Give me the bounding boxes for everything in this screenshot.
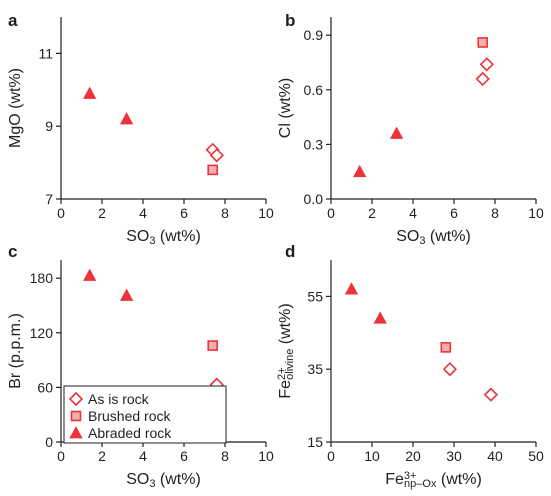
x-tick-label: 4: [409, 205, 417, 221]
x-tick-label: 30: [446, 448, 462, 464]
x-tick-label: 0: [57, 205, 65, 221]
x-tick-label: 10: [258, 448, 274, 464]
abraded-rock-point: [83, 86, 97, 99]
abraded-rock-point: [69, 426, 83, 439]
brushed-rock-point: [70, 410, 82, 422]
x-tick-label: 2: [368, 205, 376, 221]
y-tick-label: 55: [307, 288, 323, 304]
y-tick-label: 35: [307, 361, 323, 377]
abraded-rock-point: [353, 164, 367, 178]
x-tick-label: 6: [180, 448, 188, 464]
brushed-rock-point: [440, 342, 452, 353]
y-tick-label: 0.6: [304, 82, 324, 98]
x-axis-label: SO3 (wt%): [126, 471, 201, 490]
panel-letter: d: [285, 242, 295, 261]
y-tick-label: 15: [307, 434, 323, 450]
abraded-rock-point: [344, 282, 359, 295]
abraded-rock-point: [373, 311, 387, 324]
y-tick-label: 0: [45, 434, 53, 450]
chart-panel-d: d 0 10 20 30 40 50 15 35 55 Fe3+ np–Ox (wt%) Fe2+oli…: [276, 242, 544, 490]
abraded-rock-point: [389, 126, 404, 139]
as-is-rock-point: [483, 387, 499, 402]
y-axis-label: MgO (wt%): [7, 68, 24, 148]
y-tick-label: 9: [45, 118, 53, 134]
y-tick-label: 60: [37, 379, 53, 395]
y-tick-label: 11: [38, 45, 53, 61]
x-axis-label: SO3 (wt%): [396, 228, 471, 247]
y-axis-label: Cl (wt%): [277, 78, 294, 138]
y-axis-label: Br (p.p.m.): [7, 313, 24, 389]
x-tick-label: 0: [327, 448, 335, 464]
x-tick-label: 8: [221, 205, 229, 221]
y-tick-label: 0.3: [304, 136, 324, 152]
abraded-rock-point: [119, 288, 134, 301]
brushed-rock-point: [477, 37, 489, 48]
legend-label: As is rock: [88, 391, 150, 407]
x-tick-label: 2: [98, 448, 106, 464]
x-tick-label: 0: [57, 448, 65, 464]
x-tick-label: 4: [139, 448, 147, 464]
x-tick-label: 8: [491, 205, 499, 221]
y-tick-label: 180: [30, 270, 54, 286]
y-tick-label: 120: [30, 325, 54, 341]
chart-panel-a: a 0 2 4 6 8 10 7 9 11 SO3 (wt%) MgO (wt%): [7, 11, 274, 247]
x-tick-label: 10: [528, 205, 544, 221]
x-tick-label: 6: [450, 205, 458, 221]
x-tick-label: 50: [528, 448, 544, 464]
abraded-rock-point: [83, 268, 97, 281]
legend-label: Abraded rock: [88, 425, 172, 441]
y-tick-label: 7: [45, 191, 53, 207]
x-tick-label: 6: [180, 205, 188, 221]
chart-panel-c: c 0 2 4 6 8 10 0 60 120 180 SO3 (wt%) Br (p.p.m.): [7, 242, 274, 490]
as-is-rock-point: [475, 71, 490, 87]
x-tick-label: 10: [258, 205, 274, 221]
x-tick-label: 10: [364, 448, 380, 464]
panel-letter: c: [8, 242, 17, 261]
y-tick-label: 0.9: [304, 27, 324, 43]
x-axis-label: SO3 (wt%): [126, 228, 201, 247]
as-is-rock-point: [479, 57, 494, 72]
x-tick-label: 20: [405, 448, 421, 464]
x-tick-label: 40: [487, 448, 503, 464]
chart-panel-b: b 0 2 4 6 8 10 0.0 0.3 0.6 0.9 SO3 (wt%) Cl (wt%): [277, 11, 544, 247]
as-is-rock-point: [68, 391, 84, 407]
y-axis-label: Fe2+olivine (wt%): [276, 303, 296, 398]
panel-letter: b: [285, 11, 295, 30]
legend-label: Brushed rock: [88, 408, 171, 424]
panel-letter: a: [8, 11, 18, 30]
as-is-rock-point: [442, 362, 458, 377]
x-tick-label: 0: [327, 205, 335, 221]
y-tick-label: 0.0: [304, 191, 324, 207]
brushed-rock-point: [207, 164, 218, 176]
x-axis-label: Fe3+ np–Ox (wt%): [385, 470, 482, 490]
legend-box: [63, 385, 227, 444]
x-tick-label: 8: [221, 448, 229, 464]
x-tick-label: 4: [139, 205, 147, 221]
abraded-rock-point: [119, 112, 134, 125]
x-tick-label: 2: [98, 205, 106, 221]
brushed-rock-point: [207, 340, 218, 351]
as-is-rock-point: [209, 148, 224, 163]
